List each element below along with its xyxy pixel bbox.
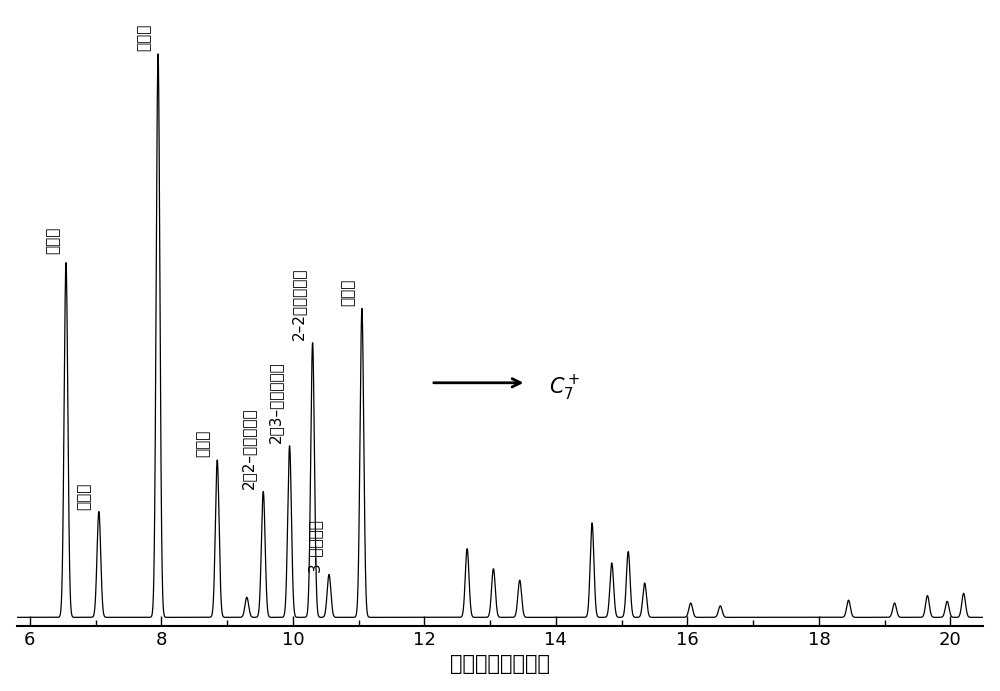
Text: 正己烷: 正己烷 — [340, 278, 355, 305]
Text: 异戚烷: 异戚烷 — [136, 23, 151, 51]
Text: 正丁烷: 正丁烷 — [77, 482, 92, 510]
X-axis label: 保留时间（分钟）: 保留时间（分钟） — [450, 654, 550, 674]
Text: 3–甲基戚烷: 3–甲基戚烷 — [307, 518, 322, 571]
Text: 异丁烷: 异丁烷 — [45, 227, 60, 254]
Text: 2–2甲基戚烷烷: 2–2甲基戚烷烷 — [291, 267, 306, 340]
Text: 正戚烷: 正戚烷 — [195, 430, 210, 457]
Text: 2，3–三甲基丁烷: 2，3–三甲基丁烷 — [268, 361, 283, 443]
Text: 2，2–三甲基丁烷: 2，2–三甲基丁烷 — [241, 407, 256, 489]
Text: $C_7^+$: $C_7^+$ — [549, 374, 581, 403]
